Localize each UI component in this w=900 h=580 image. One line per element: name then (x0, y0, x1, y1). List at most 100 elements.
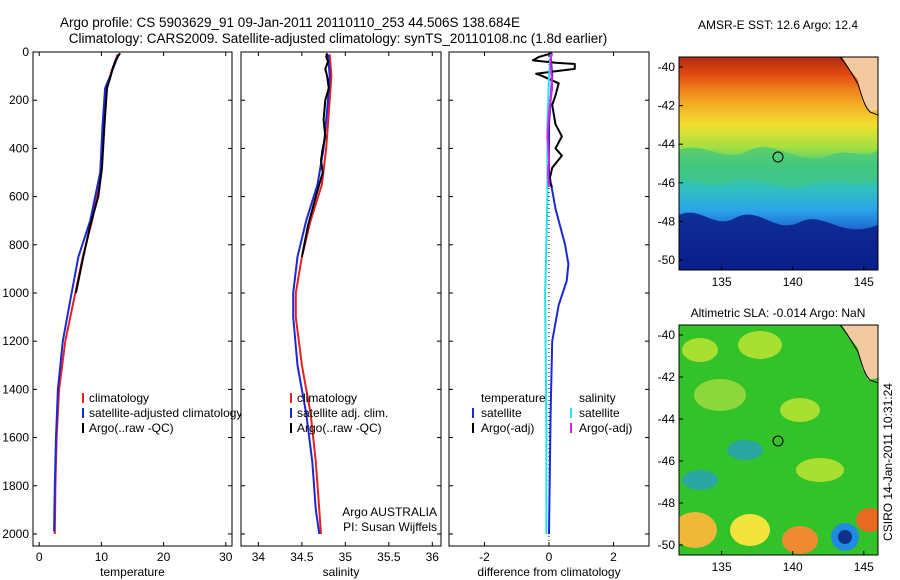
platform-annotation: Argo AUSTRALIA (342, 505, 437, 519)
depth-tick-label: 400 (9, 141, 29, 155)
salinity-legend-label: satellite adj. clim. (297, 406, 388, 420)
tasmania-land (842, 57, 878, 112)
temperature-profile-chart: 0 10 20 30 temperature 0 200 400 600 800 1000 1200 1… (2, 45, 242, 579)
sst-green-band (679, 147, 878, 188)
sla-map-panel: Altimetric SLA: -0.014 Argo: NaN 135 140 1… (658, 306, 879, 574)
figure-title-line1: Argo profile: CS 5903629_91 09-Jan-2011 … (60, 15, 520, 30)
depth-tick-label: 1400 (2, 382, 29, 396)
difference-series-argo (531, 52, 576, 188)
temperature-x-tick-label: 30 (219, 550, 233, 564)
temperature-plot-area (32, 51, 233, 547)
temperature-x-tick-label: 0 (36, 550, 43, 564)
sst-map-title: AMSR-E SST: 12.6 Argo: 12.4 (698, 18, 858, 32)
sst_map-lat-tick-label: -42 (658, 99, 676, 113)
sla_map-lat-tick-label: -42 (658, 370, 676, 384)
sla-blob (682, 470, 718, 490)
sla_map-lon-tick-label: 140 (783, 560, 803, 574)
salinity-x-tick-label: 35 (339, 550, 353, 564)
salinity-series-argo (300, 52, 330, 257)
difference-legend-label: salinity (579, 391, 616, 405)
depth-tick-label: 0 (22, 45, 29, 59)
sla_map-lon-tick-label: 135 (712, 560, 732, 574)
sst_map-lat-tick-label: -44 (658, 137, 676, 151)
temperature-x-tick-label: 10 (95, 550, 109, 564)
tasmania-land (842, 325, 878, 380)
sla-blob (838, 530, 852, 544)
sla-blob (856, 508, 878, 532)
temperature-legend-label: satellite-adjusted climatology (89, 406, 242, 420)
figure-title-line2: Climatology: CARS2009. Satellite-adjuste… (69, 31, 608, 46)
sla-argo-position-marker (772, 435, 784, 447)
side-timestamp: CSIRO 14-Jan-2011 10:31:24 (881, 383, 895, 541)
difference-series-sat_sal (544, 54, 552, 534)
temperature-legend-label: climatology (89, 391, 149, 405)
salinity-x-tick-label: 36 (426, 550, 440, 564)
salinity-x-axis-label: salinity (323, 565, 360, 579)
sst-map-frame (678, 56, 879, 271)
sla-coastline (839, 325, 878, 384)
difference-legend-label: temperature (481, 391, 546, 405)
sla-blob (730, 514, 770, 546)
sst_map-lat-tick-label: -40 (658, 60, 676, 74)
difference-legend-label: Argo(-adj) (481, 421, 534, 435)
sst-coastline (839, 57, 878, 116)
difference-x-tick-label: 0 (546, 550, 553, 564)
difference-legend-label: satellite (579, 406, 620, 420)
sla-blob (780, 398, 820, 422)
salinity-legend-label: Argo(..raw -QC) (297, 421, 382, 435)
sla-blob (682, 338, 718, 362)
sla-blob (727, 440, 763, 460)
sla-blob (679, 512, 717, 548)
sla_map-lat-tick-label: -44 (658, 412, 676, 426)
salinity-series-clim (294, 54, 333, 535)
sla-field (679, 325, 878, 555)
sla_map-lon-tick-label: 145 (854, 560, 874, 574)
difference-x-tick-label: 2 (610, 550, 617, 564)
difference-legend-label: satellite (481, 406, 522, 420)
salinity-x-tick-label: 35.5 (377, 550, 401, 564)
sla-map-title: Altimetric SLA: -0.014 Argo: NaN (691, 306, 866, 320)
sla-blob (738, 331, 782, 359)
sst-map-panel: AMSR-E SST: 12.6 Argo: 12.4 135 140 145 -40… (658, 18, 879, 289)
sla-map-frame (678, 324, 879, 556)
temperature-series-argo (74, 52, 121, 294)
depth-tick-label: 2000 (2, 527, 29, 541)
sla_map-lat-tick-label: -46 (658, 454, 676, 468)
salinity-x-tick-label: 34.5 (290, 550, 314, 564)
sst_map-lon-tick-label: 135 (712, 275, 732, 289)
difference-x-axis-label: difference from climatology (477, 565, 620, 579)
depth-tick-label: 1000 (2, 286, 29, 300)
temperature-x-tick-label: 20 (157, 550, 171, 564)
depth-tick-label: 1800 (2, 479, 29, 493)
sst_map-lon-tick-label: 140 (783, 275, 803, 289)
temperature-legend-label: Argo(..raw -QC) (89, 421, 174, 435)
sst_map-lat-tick-label: -50 (658, 253, 676, 267)
salinity-series-sat (292, 54, 331, 535)
sla_map-lat-tick-label: -50 (658, 538, 676, 552)
depth-tick-label: 600 (9, 190, 29, 204)
platform-annotation: PI: Susan Wijffels (343, 520, 437, 534)
depth-tick-label: 1600 (2, 431, 29, 445)
depth-tick-label: 1200 (2, 334, 29, 348)
sst_map-lon-tick-label: 145 (854, 275, 874, 289)
difference-series-argo_sal (546, 52, 554, 187)
sla_map-lat-tick-label: -48 (658, 496, 676, 510)
sst_map-lat-tick-label: -46 (658, 176, 676, 190)
depth-tick-label: 200 (9, 93, 29, 107)
sla-blob (796, 458, 844, 482)
salinity-legend-label: climatology (297, 391, 357, 405)
salinity-plot-area (240, 51, 442, 547)
sla-blob (782, 526, 818, 554)
sst_map-lat-tick-label: -48 (658, 214, 676, 228)
temperature-x-axis-label: temperature (100, 565, 165, 579)
salinity-profile-chart: 34 34.5 35 35.5 36 salinity climatologysatelli… (240, 51, 442, 579)
difference-x-tick-label: -2 (479, 550, 490, 564)
salinity-x-tick-label: 34 (252, 550, 266, 564)
sst-argo-position-marker (772, 151, 784, 163)
sla-blob (694, 379, 746, 411)
sst-cold-band (679, 212, 878, 270)
sla_map-lat-tick-label: -40 (658, 328, 676, 342)
difference-legend-label: Argo(-adj) (579, 421, 632, 435)
